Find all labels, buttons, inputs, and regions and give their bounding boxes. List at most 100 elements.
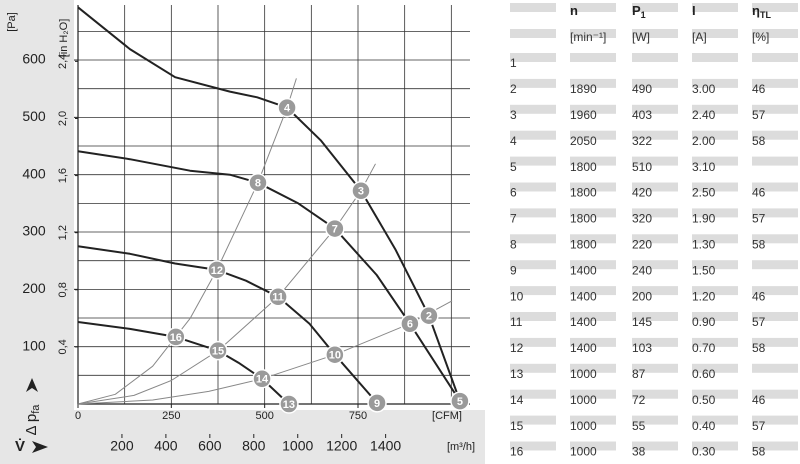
y-label-main: Δ p <box>23 414 40 436</box>
x2-tick-label: 1200 <box>326 438 357 454</box>
cell-shade <box>570 182 616 192</box>
point-label: 15 <box>212 346 224 358</box>
operating-point <box>166 327 186 347</box>
bottom-band <box>0 410 485 464</box>
table-cell: 38 <box>632 445 646 459</box>
cell-shade <box>752 78 798 88</box>
cell-shade <box>570 29 616 38</box>
cell-shade <box>692 3 738 12</box>
y-tick-label: 600 <box>22 51 46 67</box>
cell-shade <box>692 78 738 88</box>
y2-unit: [in H₂O] <box>58 19 70 58</box>
cell-shade <box>632 208 678 218</box>
x-label: V̇ <box>15 438 25 455</box>
cell-shade <box>752 415 798 425</box>
point-label: 10 <box>329 350 341 362</box>
y-label-sub: fa <box>30 404 42 414</box>
table-cell: 1800 <box>570 212 597 226</box>
cell-shade <box>632 29 678 38</box>
operating-point <box>325 218 345 239</box>
cell-shade <box>632 389 678 399</box>
column-unit: [%] <box>752 30 769 44</box>
cell-shade <box>632 415 678 425</box>
cell-shade <box>752 337 798 347</box>
point-label: 14 <box>256 374 269 386</box>
cell-shade <box>570 208 616 218</box>
operating-point <box>419 305 439 326</box>
table-cell: 11 <box>510 315 523 329</box>
table-cell: 1000 <box>570 445 597 459</box>
table-cell: 57 <box>752 419 766 433</box>
cell-shade <box>632 234 678 244</box>
cell-shade <box>570 130 616 140</box>
cell-shade <box>570 312 616 321</box>
cell-shade <box>632 337 678 347</box>
table-cell: 5 <box>510 160 517 174</box>
left-band <box>0 0 74 464</box>
cell-shade <box>752 53 798 62</box>
x2-tick-label: 400 <box>154 438 178 454</box>
point-label: 16 <box>170 332 182 344</box>
table-cell: 2050 <box>570 134 597 148</box>
table-cell: 58 <box>752 341 766 355</box>
table-cell: 9 <box>510 263 517 277</box>
point-label: 12 <box>211 265 223 277</box>
system-curve <box>77 78 297 405</box>
table-cell: 15 <box>510 419 524 433</box>
operating-point <box>277 97 297 118</box>
plot-area <box>78 5 470 404</box>
cell-shade <box>692 234 738 244</box>
plot: 2 3 4 5 6 7 8 9 10 11 12 13 14 15 16 <box>77 6 470 414</box>
cell-shade <box>752 286 798 296</box>
column-unit: [A] <box>692 30 707 44</box>
cell-shade <box>632 363 678 373</box>
fan-curve <box>77 150 461 402</box>
table-cell: 1 <box>510 56 517 70</box>
table-cell: 46 <box>752 393 766 407</box>
table-cell: 46 <box>752 289 766 303</box>
x2-tick-label: 600 <box>198 438 222 454</box>
x2-unit: [m³/h] <box>447 441 475 453</box>
table-cell: 12 <box>510 341 524 355</box>
cell-shade <box>632 130 678 140</box>
table-cell: 10 <box>510 289 524 303</box>
point-label: 6 <box>407 319 413 331</box>
x-tick-label: 750 <box>349 410 367 422</box>
table-cell: 403 <box>632 108 652 122</box>
table-cell: 3.00 <box>692 82 716 96</box>
cell-shade <box>570 260 616 270</box>
column-name: η <box>752 3 760 18</box>
cell-shade <box>570 156 616 166</box>
table-cell: 1400 <box>570 263 597 277</box>
table-cell: 1400 <box>570 289 597 303</box>
x2-tick-label: 1000 <box>282 438 313 454</box>
table-cell: 2.00 <box>692 134 716 148</box>
table-cell: 46 <box>752 186 766 200</box>
table-cell: 58 <box>752 237 766 251</box>
table-cell: 145 <box>632 315 652 329</box>
table-cell: 1.50 <box>692 263 716 277</box>
table-cell: 13 <box>510 367 524 381</box>
table-cell: 58 <box>752 445 766 459</box>
cell-shade <box>692 337 738 347</box>
operating-point <box>325 344 345 365</box>
table-cell: 3 <box>510 108 517 122</box>
table-cell: 1000 <box>570 393 597 407</box>
table-cell: 0.90 <box>692 315 716 329</box>
x2-tick-label: 1400 <box>370 438 401 454</box>
cell-shade <box>632 441 678 451</box>
cell-shade <box>510 78 556 88</box>
cell-shade <box>692 389 738 399</box>
cell-shade <box>570 53 616 62</box>
cell-shade <box>752 130 798 140</box>
cell-shade <box>752 156 798 166</box>
table-cell: 57 <box>752 315 766 329</box>
table-cell: 1800 <box>570 160 597 174</box>
table-cell: 87 <box>632 367 646 381</box>
operating-point <box>400 313 420 334</box>
operating-point <box>268 287 288 307</box>
cell-shade <box>692 312 738 321</box>
operating-point <box>367 393 387 413</box>
table-cell: 1800 <box>570 237 597 251</box>
cell-shade <box>752 389 798 399</box>
